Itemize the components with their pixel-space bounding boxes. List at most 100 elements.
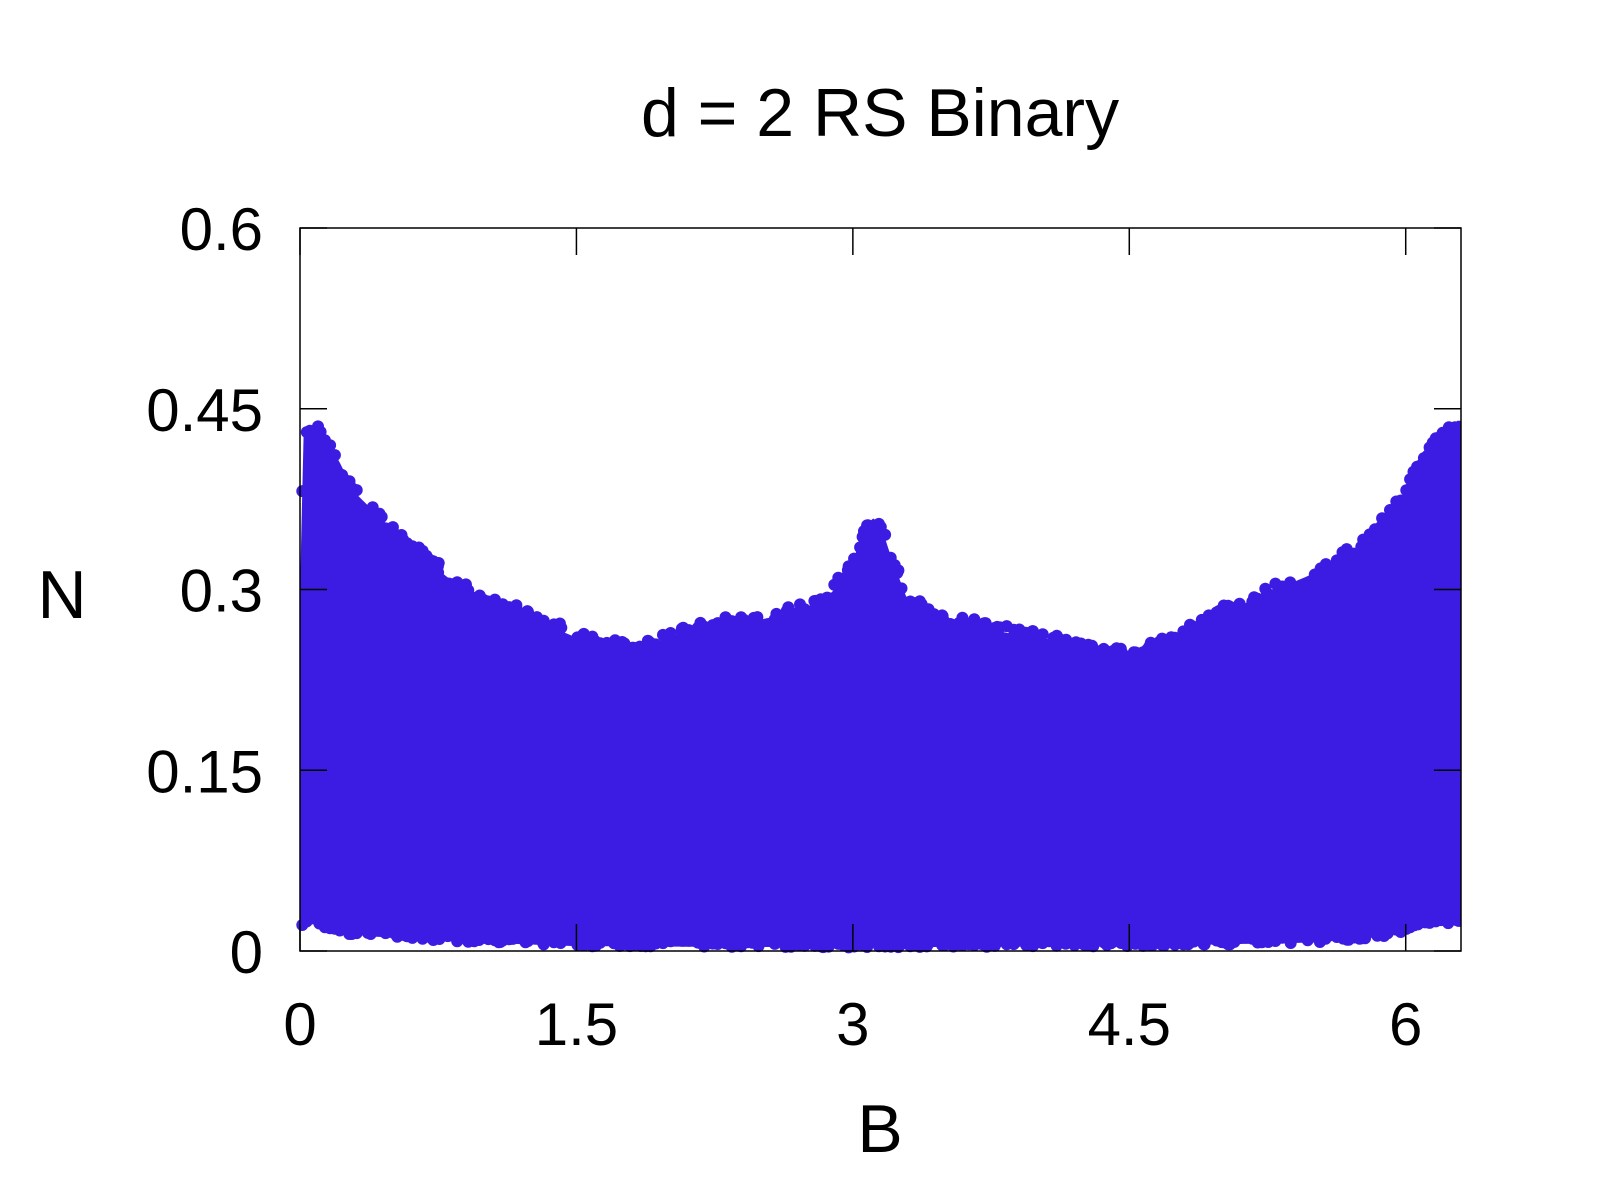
y-tick-label: 0.15 [146, 738, 263, 805]
data-point [400, 929, 413, 942]
data-point [1141, 643, 1154, 656]
data-point [1217, 930, 1230, 943]
data-point [822, 592, 835, 605]
data-point [862, 935, 875, 948]
data-point [904, 595, 917, 608]
data-point [510, 604, 523, 617]
x-tick-label: 0 [283, 991, 316, 1058]
data-point [1376, 512, 1389, 525]
data-point [752, 940, 765, 953]
data-point [314, 430, 326, 443]
x-tick-label: 3 [836, 991, 869, 1058]
data-point [328, 449, 341, 462]
data-point [545, 931, 558, 943]
data-point [904, 940, 917, 953]
data-point [1114, 935, 1127, 947]
data-point [1198, 938, 1211, 951]
data-point [1096, 646, 1109, 659]
data-point [472, 932, 485, 944]
data-point [373, 924, 386, 937]
series-0 [296, 420, 1461, 954]
x-tick-label: 6 [1389, 991, 1422, 1058]
data-point [768, 618, 781, 630]
data-point [752, 621, 765, 634]
data-point [1284, 931, 1297, 944]
data-point [732, 936, 745, 948]
data-point [1006, 634, 1019, 647]
data-point [792, 932, 805, 945]
data-point [1164, 929, 1177, 942]
data-point [994, 932, 1007, 944]
data-point [888, 559, 901, 572]
data-point [1429, 915, 1442, 928]
data-point [1168, 938, 1181, 951]
data-point [586, 935, 599, 948]
data-point [958, 630, 971, 643]
data-point [698, 620, 711, 633]
y-tick-label: 0.6 [180, 196, 263, 263]
data-point [1026, 625, 1039, 638]
data-point [619, 934, 632, 946]
data-point [1078, 647, 1091, 659]
data-point [619, 642, 632, 655]
data-point [1284, 576, 1297, 589]
data-point [922, 937, 935, 950]
data-point [1031, 635, 1044, 648]
data-point [530, 930, 543, 943]
data-point [718, 619, 731, 631]
data-point [530, 616, 543, 628]
data-point [682, 624, 695, 637]
data-point [1013, 931, 1026, 944]
data-point [698, 940, 711, 953]
data-point [387, 531, 400, 544]
data-point [782, 601, 795, 614]
data-point [1363, 923, 1376, 936]
x-tick-label: 1.5 [535, 991, 618, 1058]
data-point [296, 919, 309, 931]
data-point [1326, 928, 1338, 941]
data-point [400, 543, 413, 556]
data-point [783, 931, 796, 944]
data-point [1374, 928, 1387, 941]
x-axis-tick-labels: 0 1.5 3 4.5 6 [283, 991, 1422, 1058]
y-tick-label: 0.45 [146, 377, 263, 444]
data-point [314, 913, 326, 925]
data-point [1181, 635, 1194, 648]
data-point [641, 938, 654, 951]
data-point [1078, 939, 1091, 951]
data-point [472, 594, 485, 607]
data-point [303, 907, 316, 920]
data-point [854, 541, 867, 554]
data-point [328, 922, 341, 935]
y-tick-label: 0 [230, 919, 263, 986]
data-point [345, 928, 358, 940]
data-point [848, 552, 861, 565]
data-point [1442, 909, 1455, 922]
scatter-cloud-body [300, 420, 1461, 948]
data-point [443, 577, 456, 590]
data-point [944, 935, 957, 947]
data-point [491, 600, 504, 613]
data-point [888, 938, 901, 950]
data-point [792, 608, 805, 621]
data-point [922, 603, 935, 616]
data-point [459, 929, 472, 942]
data-point [1394, 494, 1407, 507]
data-point [828, 578, 841, 591]
data-point [1308, 926, 1321, 939]
data-point [426, 926, 439, 939]
data-point [443, 929, 456, 942]
data-point [812, 935, 825, 947]
data-point [482, 933, 495, 946]
data-point [459, 579, 472, 591]
data-point [296, 485, 309, 498]
data-point [1096, 935, 1109, 948]
data-point [963, 618, 976, 631]
data-point [412, 928, 425, 941]
data-point [1164, 642, 1177, 655]
y-axis-label: N [37, 557, 86, 633]
data-point [426, 566, 439, 579]
data-point [482, 595, 495, 608]
data-point [1326, 562, 1338, 575]
data-point [1321, 571, 1334, 584]
